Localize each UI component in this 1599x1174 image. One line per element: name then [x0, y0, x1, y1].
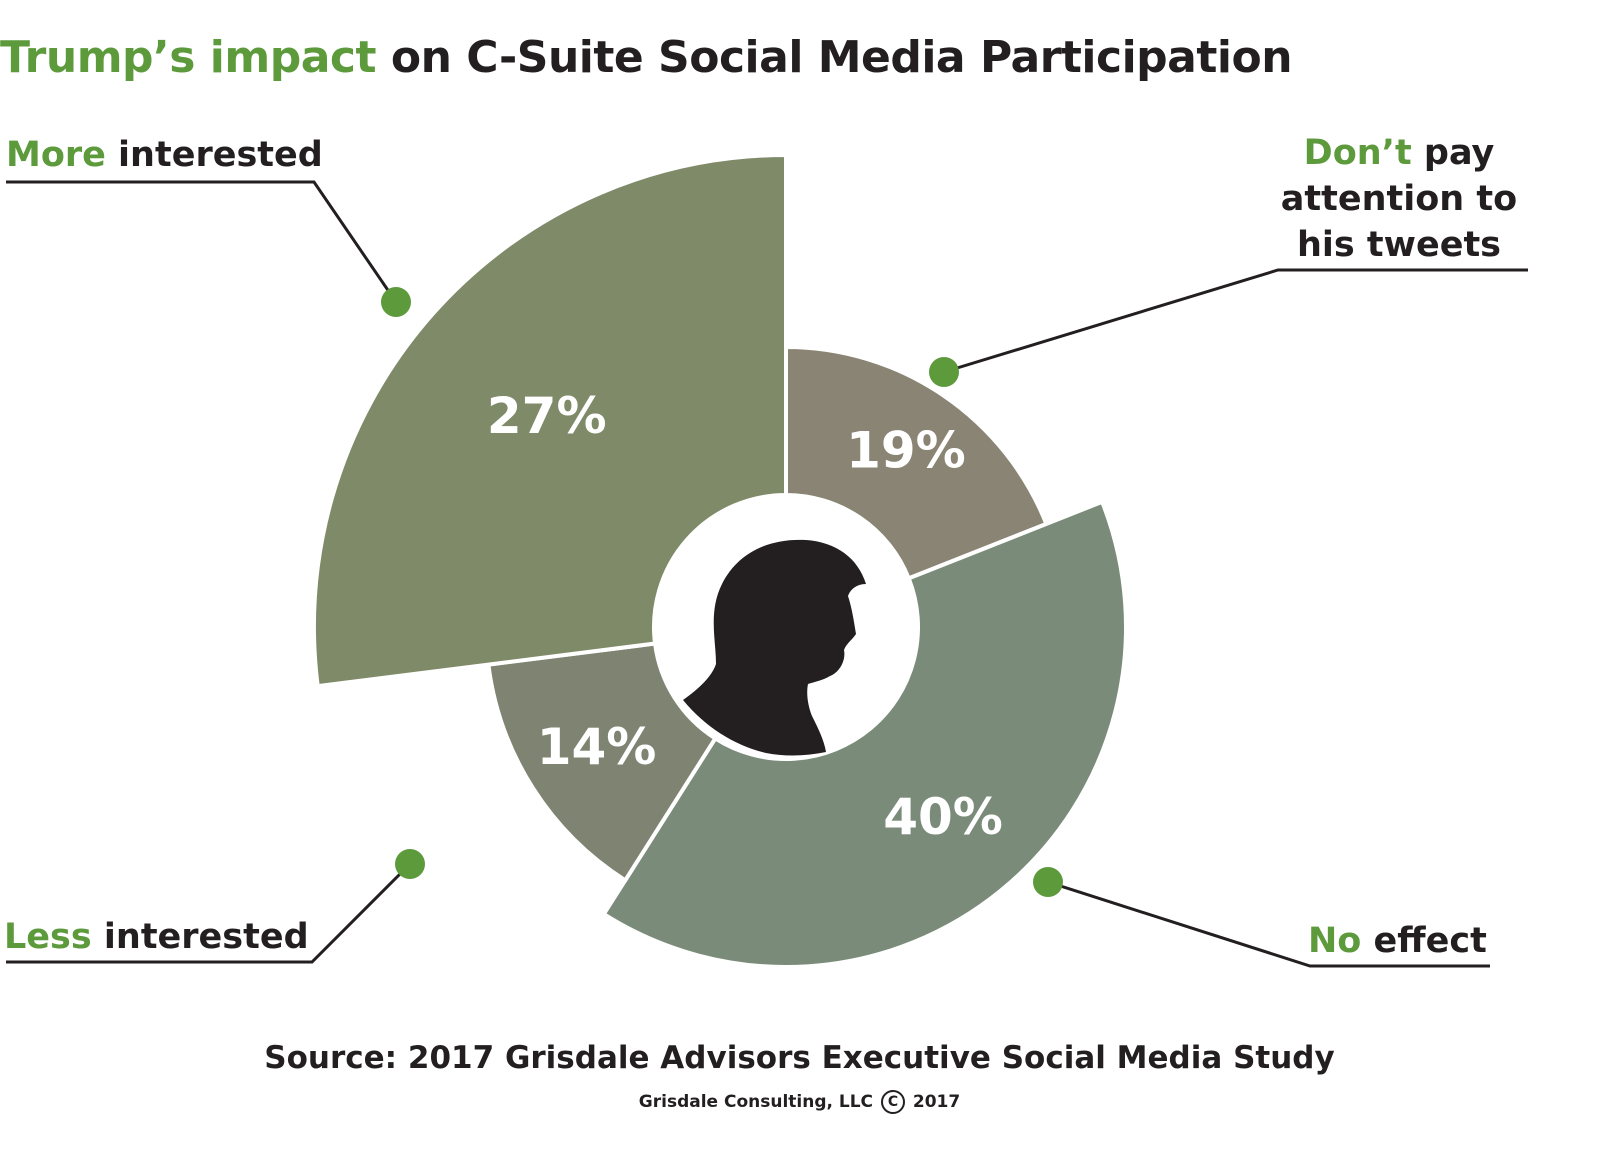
value-label-noeffect: 40% [883, 788, 1003, 846]
label-noeffect-rest: effect [1361, 921, 1487, 961]
label-dont-rest: pay [1411, 133, 1495, 173]
chart-value-labels: 19% 40% 14% 27% [487, 387, 1003, 846]
copyright-icon: C [880, 1090, 905, 1114]
leader-dot-less [395, 849, 425, 879]
label-dont-highlight: Don’t [1303, 133, 1412, 173]
label-dont-pay-attention: Don’t pay attention to his tweets [1270, 130, 1528, 268]
leader-line-more [6, 180, 398, 303]
label-dont-line2: attention to [1280, 179, 1518, 219]
value-label-more: 27% [487, 387, 607, 445]
leader-dots [381, 287, 1063, 897]
source-note: Source: 2017 Grisdale Advisors Executive… [264, 1040, 1335, 1076]
copyright-year: 2017 [912, 1092, 961, 1112]
silhouette-icon [683, 539, 866, 756]
chart-title: Trump’s impact on C-Suite Social Media P… [0, 32, 1293, 83]
value-label-dont: 19% [846, 422, 966, 480]
leader-line-dont [943, 268, 1528, 374]
label-less-rest: interested [91, 917, 309, 957]
label-less-highlight: Less [4, 917, 92, 957]
leader-dot-noeffect [1033, 867, 1063, 897]
label-less-interested: Less interested [4, 914, 309, 960]
leader-lines [6, 180, 1528, 968]
title-highlight: Trump’s impact [0, 32, 377, 83]
label-more-interested: More interested [6, 132, 323, 178]
label-noeffect-highlight: No [1308, 921, 1362, 961]
copyright-text: Grisdale Consulting, LLC [638, 1092, 874, 1112]
label-more-highlight: More [6, 135, 106, 175]
label-more-rest: interested [105, 135, 323, 175]
copyright-note: Grisdale Consulting, LLC C 2017 [0, 1090, 1599, 1114]
value-label-less: 14% [537, 718, 657, 776]
label-dont-line3: his tweets [1296, 225, 1502, 265]
leader-line-noeffect [1047, 880, 1490, 968]
leader-line-less [6, 862, 412, 964]
label-no-effect: No effect [1308, 918, 1487, 964]
leader-dot-more [381, 287, 411, 317]
title-rest: on C-Suite Social Media Participation [376, 32, 1293, 83]
leader-dot-dont [929, 357, 959, 387]
